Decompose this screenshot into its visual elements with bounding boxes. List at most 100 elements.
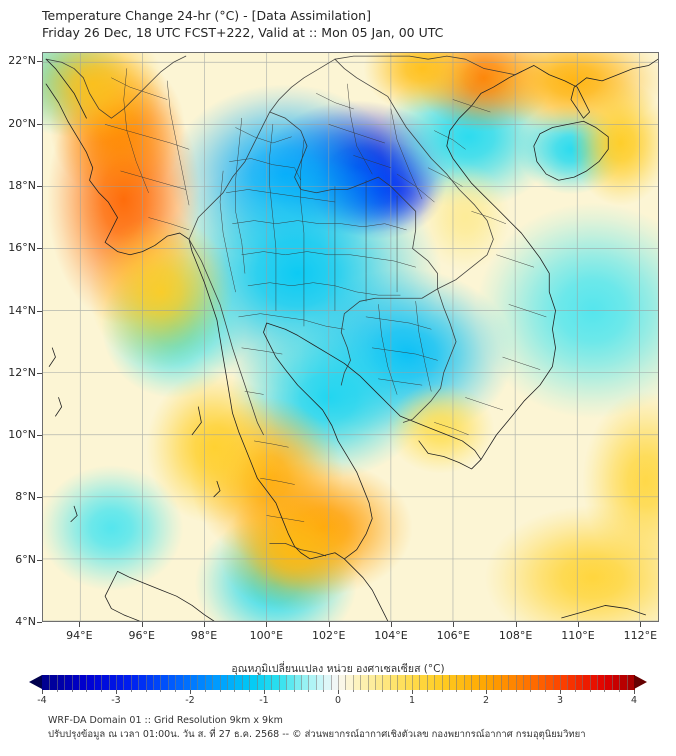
colorbar-separator: [227, 675, 228, 690]
colorbar-segment: [471, 675, 480, 690]
admin-boundary-29: [347, 83, 373, 175]
colorbar: อุณหภูมิเปลี่ยนแปลง หน่วย องศาเซลเซียส (…: [0, 660, 676, 706]
coastline-arakan-north: [45, 58, 87, 119]
colorbar-separator: [426, 675, 428, 690]
admin-boundary-31: [365, 316, 432, 330]
colorbar-minor-tick: [367, 690, 369, 692]
admin-boundary-37: [434, 130, 466, 150]
colorbar-separator: [582, 675, 584, 690]
admin-boundary-42: [502, 356, 541, 370]
admin-boundary-13: [269, 124, 277, 311]
anomaly-warm-malay-peninsula: [219, 494, 364, 612]
colorbar-minor-tick: [545, 690, 547, 692]
colorbar-segment: [574, 675, 583, 690]
lon-tick-label-94°E: 94°E: [66, 629, 93, 642]
colorbar-segment: [389, 675, 398, 690]
lat-tick-mark: [37, 185, 42, 187]
colorbar-segment: [167, 675, 176, 690]
colorbar-minor-tick: [278, 690, 280, 692]
colorbar-minor-tick: [515, 690, 517, 692]
lon-tick-label-102°E: 102°E: [311, 629, 346, 642]
admin-boundary-32: [371, 347, 438, 361]
border-thailand-laos: [269, 111, 438, 290]
colorbar-minor-tick: [352, 690, 354, 692]
colorbar-minor-tick: [574, 690, 576, 692]
colorbar-tick-label--3: -3: [111, 695, 121, 706]
lat-tick-label-6°N: 6°N: [15, 552, 36, 566]
lat-tick-label-14°N: 14°N: [8, 303, 36, 317]
colorbar-segment: [493, 675, 502, 690]
admin-boundary-12: [235, 117, 246, 274]
colorbar-segment: [382, 675, 391, 690]
colorbar-separator: [478, 675, 480, 690]
colorbar-separator: [493, 675, 495, 690]
lon-tick-mark: [328, 622, 330, 627]
colorbar-separator: [567, 675, 569, 690]
border-thailand-malaysia: [269, 542, 327, 557]
coastline-andaman-malay-west: [45, 83, 389, 621]
footer-credit-thai: ปรับปรุงข้อมูล ณ เวลา 01:00น. วัน ส. ที่…: [48, 728, 586, 740]
colorbar-separator: [234, 675, 236, 690]
colorbar-segment: [449, 675, 457, 690]
admin-boundary-22: [148, 217, 190, 231]
colorbar-segment: [42, 675, 50, 690]
colorbar-segment: [264, 675, 272, 690]
footer-model-info: WRF-DA Domain 01 :: Grid Resolution 9km …: [48, 715, 283, 726]
coastline-sumatra-north: [117, 570, 215, 621]
colorbar-minor-tick: [619, 690, 621, 692]
colorbar-segment: [212, 675, 221, 690]
colorbar-minor-tick: [101, 690, 103, 692]
colorbar-minor-tick: [249, 690, 251, 692]
colorbar-segment: [197, 675, 206, 690]
lat-tick-mark: [37, 372, 42, 374]
colorbar-separator: [515, 675, 517, 690]
border-laos-north: [269, 58, 336, 113]
map-plot-area[interactable]: [42, 52, 659, 622]
lon-tick-mark: [453, 622, 455, 627]
lat-tick-label-8°N: 8°N: [15, 490, 36, 504]
anomaly-warm-mekong-delta: [386, 383, 495, 474]
colorbar-tick-label-3: 3: [556, 695, 564, 706]
colorbar-segment: [86, 675, 95, 690]
coastline-phuket: [213, 480, 221, 498]
colorbar-scale[interactable]: -4 -3 -2 -1 0 1 2 3 4: [29, 675, 647, 706]
colorbar-segment: [508, 675, 517, 690]
colorbar-segment: [597, 675, 605, 690]
colorbar-extend-low-icon: [29, 675, 42, 689]
colorbar-tick-label--1: -1: [259, 695, 269, 706]
colorbar-separator: [315, 675, 317, 690]
colorbar-separator: [523, 675, 524, 690]
colorbar-minor-tick: [471, 690, 473, 692]
colorbar-tick-label--2: -2: [185, 695, 195, 706]
colorbar-tick-label-2: 2: [482, 695, 490, 706]
colorbar-separator: [375, 675, 376, 690]
colorbar-segment: [315, 675, 324, 690]
colorbar-segment: [530, 675, 539, 690]
lat-tick-mark: [37, 622, 42, 623]
coastline-mergui-archipelago: [191, 406, 202, 436]
graticule-layer: [43, 53, 658, 621]
coastline-south-china-leizhou: [520, 58, 658, 119]
admin-boundary-3: [232, 220, 407, 231]
page-title: Temperature Change 24-hr (°C) - [Data As…: [42, 8, 371, 23]
lat-tick-mark: [37, 497, 42, 499]
admin-boundary-41: [508, 304, 547, 318]
admin-boundary-25: [316, 93, 354, 110]
colorbar-separator: [552, 675, 554, 690]
colorbar-separator: [345, 675, 347, 690]
coastline-gulf-of-thailand-mekong-delta: [263, 322, 482, 560]
colorbar-segment: [626, 675, 635, 690]
colorbar-segment: [93, 675, 102, 690]
colorbar-segment: [397, 675, 406, 690]
admin-boundary-30: [390, 108, 423, 200]
admin-boundary-14: [300, 139, 305, 327]
lon-tick-label-96°E: 96°E: [128, 629, 155, 642]
colorbar-major-tick: [634, 690, 635, 694]
colorbar-segment: [145, 675, 154, 690]
colorbar-tick-label--4: -4: [37, 695, 47, 706]
colorbar-segment: [604, 675, 613, 690]
anomaly-warm-north-laos-edge: [363, 53, 481, 114]
colorbar-segment: [138, 675, 147, 690]
colorbar-minor-tick: [604, 690, 606, 692]
colorbar-major-tick: [560, 690, 561, 694]
